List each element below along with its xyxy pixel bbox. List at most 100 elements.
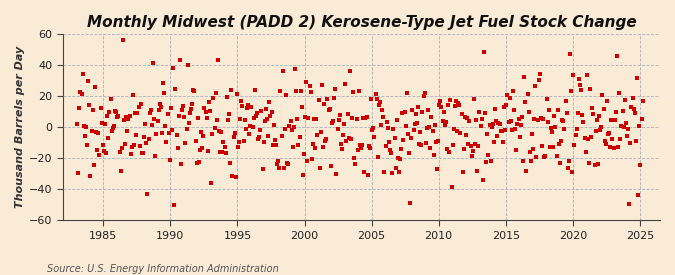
Point [366,97,377,101]
Point [630,110,641,115]
Point [342,112,353,116]
Point [225,160,236,165]
Point [564,158,574,163]
Point [267,143,278,147]
Point [105,97,116,101]
Point [616,124,627,129]
Point [167,128,178,132]
Point [538,117,549,121]
Point [211,117,222,122]
Point [196,129,207,134]
Point [356,146,367,150]
Point [443,102,454,107]
Point [380,144,391,148]
Point [606,118,617,122]
Point [129,143,140,147]
Point [291,89,302,93]
Point [446,185,457,189]
Point [371,97,382,101]
Point [218,139,229,144]
Point [75,90,86,94]
Point [362,172,373,177]
Point [290,67,300,72]
Point [124,114,135,119]
Point [535,116,546,120]
Point [234,139,244,144]
Point [244,132,254,136]
Point [237,104,248,108]
Point [179,115,190,119]
Point [518,159,529,163]
Point [181,127,192,131]
Point [390,166,401,170]
Point [283,162,294,167]
Point [113,113,124,118]
Point [76,91,87,96]
Point [467,149,478,154]
Point [561,111,572,115]
Point [160,124,171,128]
Point [324,107,335,112]
Point [439,123,450,128]
Point [111,110,122,114]
Point [248,116,259,120]
Point [176,162,186,166]
Point [537,143,547,148]
Point [545,144,556,149]
Point [294,134,305,139]
Point [617,108,628,113]
Point [159,91,169,95]
Point [281,161,292,165]
Y-axis label: Thousand Barrels per Day: Thousand Barrels per Day [15,46,25,208]
Point [532,118,543,122]
Point [178,104,188,108]
Point [252,137,263,141]
Point [322,96,333,101]
Point [216,130,227,134]
Point [85,174,96,178]
Point [213,58,223,63]
Point [594,114,605,119]
Point [208,96,219,100]
Point [620,98,630,103]
Point [368,126,379,131]
Point [90,84,101,89]
Point [103,136,114,140]
Point [247,125,258,130]
Point [539,155,549,159]
Point [625,141,636,145]
Point [119,142,130,147]
Point [275,89,286,94]
Point [579,136,590,140]
Point [112,115,123,119]
Point [165,106,176,110]
Point [325,164,336,168]
Point [551,154,562,159]
Point [273,159,284,163]
Point [213,129,224,134]
Point [457,169,468,174]
Point [607,137,618,142]
Point [109,124,119,129]
Point [612,54,622,58]
Point [128,93,138,98]
Point [300,115,310,119]
Point [117,38,128,42]
Point [177,108,188,112]
Point [152,119,163,123]
Point [107,126,118,131]
Point [240,127,251,132]
Point [249,87,260,92]
Point [226,87,237,92]
Point [480,111,491,116]
Point [516,123,526,127]
Point [134,144,145,148]
Point [528,147,539,151]
Point [424,125,435,129]
Point [351,117,362,121]
Point [533,78,544,82]
Point [329,96,340,101]
Point [535,72,545,76]
Point [246,105,256,109]
Point [524,149,535,154]
